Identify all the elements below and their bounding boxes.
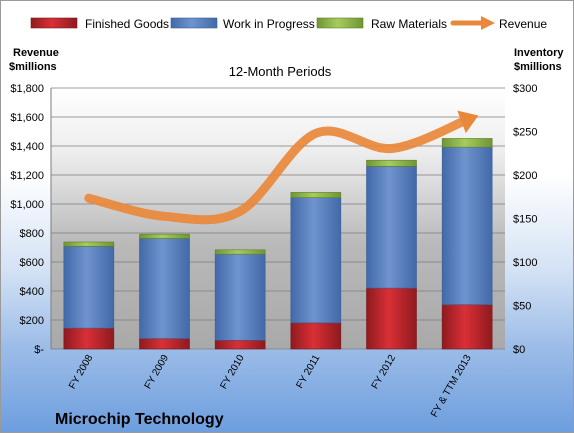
right-axis: $0 $50 $100 $150 $200 $250 $300 <box>513 83 537 356</box>
bar-finished-goods <box>63 327 115 350</box>
category-label: FY 2012 <box>370 353 399 391</box>
bar-finished-goods <box>139 338 190 350</box>
bar-work-in-progress <box>441 146 493 305</box>
bar-raw-materials <box>214 249 266 255</box>
right-axis-title-line-2: $millions <box>514 61 562 73</box>
revenue-series-line <box>84 115 472 225</box>
category-axis: FY 2008 FY 2009 FY 2010 FY 2011 FY 2012 FY & … <box>67 353 474 420</box>
right-tick-label: $50 <box>513 301 531 313</box>
chart-title: 12-Month Periods <box>229 64 332 79</box>
bar-finished-goods <box>290 322 342 350</box>
legend-item-raw-materials: Raw Materials <box>316 17 447 31</box>
gridlines <box>51 87 505 350</box>
bar-finished-goods <box>214 339 266 350</box>
right-tick-label: $150 <box>513 214 537 226</box>
bar-raw-materials <box>139 233 190 239</box>
category-label: FY 2010 <box>218 353 247 391</box>
right-tick-label: $200 <box>513 170 537 182</box>
bar-raw-materials <box>290 192 342 198</box>
category-label: FY 2008 <box>67 353 96 391</box>
right-tick-label: $0 <box>513 344 525 356</box>
left-tick-label: $1,400 <box>10 141 44 153</box>
left-tick-label: $1,600 <box>10 112 44 124</box>
legend-item-work-in-progress: Work in Progress <box>170 17 315 31</box>
legend-label-raw-materials: Raw Materials <box>371 17 447 31</box>
bar-raw-materials <box>63 241 115 247</box>
legend-item-finished-goods: Finished Goods <box>30 17 169 31</box>
legend-item-revenue: Revenue <box>450 16 547 31</box>
revenue-line <box>84 110 479 225</box>
left-axis: $- $200 $400 $600 $800 $1,000 $1,200 $1,400 $1,6… <box>10 83 52 356</box>
company-name: Microchip Technology <box>55 411 224 428</box>
category-label: FY 2009 <box>143 353 172 391</box>
left-axis-title-line-1: Revenue <box>13 47 59 59</box>
bar-finished-goods <box>441 304 493 350</box>
bar-finished-goods <box>366 287 417 350</box>
right-tick-label: $250 <box>513 127 537 139</box>
bar-work-in-progress <box>366 166 417 289</box>
left-tick-label: $600 <box>20 257 44 269</box>
left-tick-label: $200 <box>20 315 44 327</box>
bars <box>63 138 493 350</box>
left-tick-label: $800 <box>20 228 44 240</box>
bar-raw-materials <box>441 138 493 148</box>
right-axis-title-line-1: Inventory <box>514 47 564 59</box>
bar-work-in-progress <box>139 238 190 339</box>
plot-area <box>51 88 505 349</box>
revenue-arrowhead <box>457 110 479 134</box>
left-tick-label: $1,200 <box>10 170 44 182</box>
left-tick-label: $1,000 <box>10 199 44 211</box>
bar-work-in-progress <box>290 197 342 324</box>
right-tick-label: $100 <box>513 257 537 269</box>
legend-label-revenue: Revenue <box>499 17 547 31</box>
left-tick-label: $400 <box>20 286 44 298</box>
legend-revenue-arrow <box>481 16 495 30</box>
category-label: FY 2011 <box>294 353 322 391</box>
bar-work-in-progress <box>214 253 266 341</box>
left-axis-title-line-2: $millions <box>9 61 57 73</box>
legend: Finished Goods Work in Progress Raw Mate… <box>30 16 547 31</box>
right-tick-label: $300 <box>513 83 537 95</box>
legend-label-finished-goods: Finished Goods <box>85 17 169 31</box>
category-label: FY & TTM 2013 <box>429 353 474 420</box>
legend-label-work-in-progress: Work in Progress <box>223 17 315 31</box>
left-tick-label: $1,800 <box>10 83 44 95</box>
bar-raw-materials <box>366 159 417 167</box>
bar-work-in-progress <box>63 246 115 329</box>
left-tick-label: $- <box>34 344 44 356</box>
